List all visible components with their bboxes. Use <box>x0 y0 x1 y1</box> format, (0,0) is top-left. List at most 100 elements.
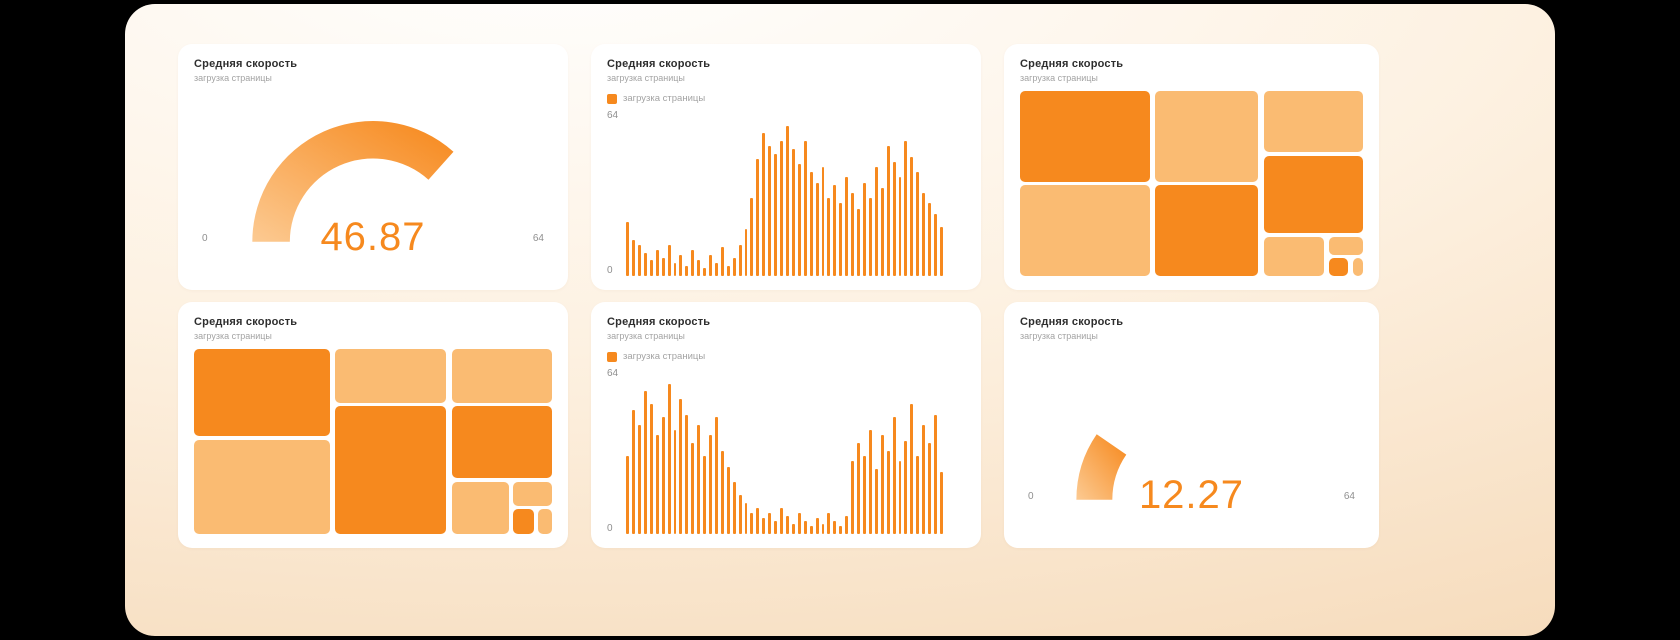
card-header: Средняя скорость загрузка страницы <box>194 58 552 83</box>
bar <box>797 164 801 276</box>
bar <box>691 443 695 534</box>
bar <box>655 435 659 534</box>
y-max-label: 64 <box>607 110 619 121</box>
dashboard-grid: Средняя скорость загрузка страницы 46.87… <box>178 44 1379 548</box>
card-header: Средняя скорость загрузка страницы <box>607 58 965 83</box>
bar <box>910 156 914 276</box>
bar <box>667 244 671 276</box>
bar <box>839 203 843 276</box>
bar <box>857 208 860 276</box>
bar <box>661 417 665 534</box>
bar <box>863 456 866 534</box>
card-header: Средняя скорость загрузка страницы <box>1020 58 1363 83</box>
treemap-node <box>1263 155 1363 234</box>
bar <box>673 263 677 276</box>
card-header: Средняя скорость загрузка страницы <box>194 316 552 341</box>
bar <box>637 425 641 534</box>
y-min-label: 0 <box>607 265 613 276</box>
bar <box>916 172 920 276</box>
bar-chart: 64 0 <box>607 110 965 276</box>
bar <box>720 451 724 534</box>
chart-title: Средняя скорость <box>194 316 298 328</box>
bar <box>892 161 896 276</box>
legend-item[interactable]: загрузка страницы <box>607 351 965 362</box>
bar <box>726 466 730 534</box>
bar <box>774 154 778 276</box>
bar <box>709 255 712 276</box>
gauge-chart: 12.27 0 64 <box>1020 341 1363 534</box>
chart-subtitle: загрузка страницы <box>607 73 685 83</box>
treemap-chart <box>194 349 552 534</box>
bar <box>845 177 849 276</box>
bar <box>863 182 866 276</box>
bar <box>821 523 825 534</box>
gauge-value: 46.87 <box>320 215 426 259</box>
treemap-node <box>194 349 331 436</box>
bar <box>934 414 937 534</box>
bar <box>786 125 789 276</box>
treemap-node <box>1020 91 1151 182</box>
treemap-chart <box>1020 91 1363 276</box>
y-axis: 64 0 <box>607 368 626 534</box>
dashboard-canvas: Средняя скорость загрузка страницы 46.87… <box>125 4 1555 636</box>
bar <box>703 268 707 276</box>
bar <box>732 482 736 534</box>
bar <box>803 521 807 534</box>
bar <box>632 239 635 276</box>
treemap-node <box>335 406 447 534</box>
bar <box>791 523 795 534</box>
bar <box>922 425 926 534</box>
bar <box>679 255 683 276</box>
bar <box>874 469 878 534</box>
bar <box>786 515 789 534</box>
gauge-svg <box>252 121 454 242</box>
treemap-node <box>1155 185 1259 276</box>
bar <box>922 193 926 276</box>
gauge-chart: 46.87 0 64 <box>194 83 552 276</box>
bar <box>697 260 701 276</box>
treemap-node <box>512 482 552 507</box>
bar <box>685 414 689 534</box>
bar <box>649 260 653 276</box>
bar <box>738 244 742 276</box>
bar <box>851 193 855 276</box>
bar <box>744 502 748 534</box>
chart-subtitle: загрузка страницы <box>607 331 685 341</box>
treemap-node <box>1328 237 1363 255</box>
bar <box>649 404 653 534</box>
bar <box>673 430 677 534</box>
legend-item[interactable]: загрузка страницы <box>607 93 965 104</box>
bar <box>762 518 766 534</box>
gauge-min-label: 0 <box>1028 491 1034 502</box>
bar <box>827 198 831 276</box>
bar <box>709 435 712 534</box>
bar <box>768 513 772 534</box>
chart-title: Средняя скорость <box>607 316 711 328</box>
chart-title: Средняя скорость <box>1020 58 1124 70</box>
bar <box>774 521 778 534</box>
bar <box>857 443 860 534</box>
bar <box>768 146 772 276</box>
bar <box>803 141 807 276</box>
bar <box>667 383 671 534</box>
gauge-svg <box>1075 434 1126 501</box>
treemap-node <box>451 406 552 479</box>
chart-card-bars-2: Средняя скорость загрузка страницы загру… <box>591 302 981 548</box>
bar <box>732 257 736 276</box>
legend-swatch-icon <box>607 93 617 104</box>
bar <box>874 167 878 276</box>
gauge-arc-path <box>252 121 454 242</box>
legend-swatch-icon <box>607 351 617 362</box>
chart-card-treemap-1: Средняя скорость загрузка страницы <box>1004 44 1379 290</box>
bar <box>780 508 784 534</box>
gauge-arc-path <box>1075 434 1126 501</box>
bar <box>934 213 937 276</box>
bar <box>916 456 920 534</box>
bars-area <box>626 368 943 534</box>
bar <box>750 198 754 276</box>
chart-subtitle: загрузка страницы <box>1020 331 1098 341</box>
y-max-label: 64 <box>607 368 619 379</box>
bar <box>632 409 635 534</box>
treemap-node <box>537 509 552 534</box>
bar <box>655 250 659 276</box>
